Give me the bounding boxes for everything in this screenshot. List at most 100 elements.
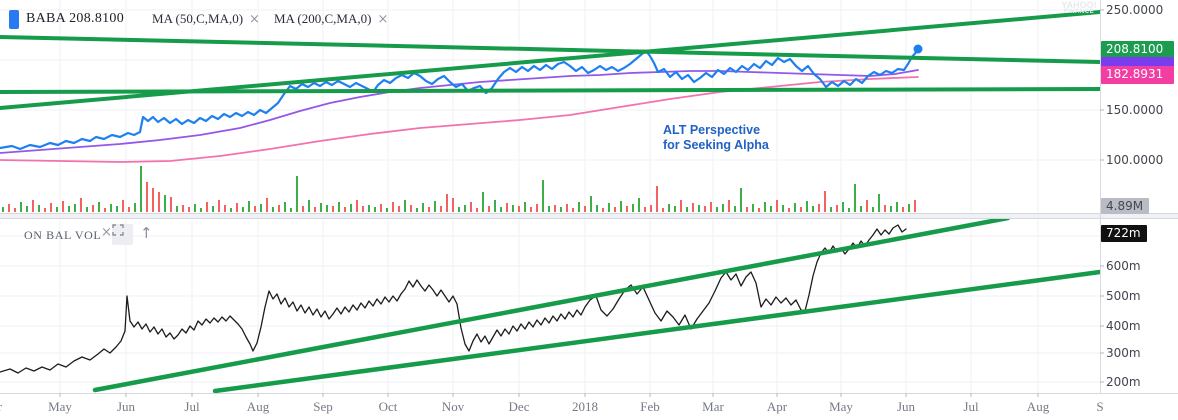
volume-bar (518, 206, 520, 212)
ma50-line[interactable] (0, 69, 919, 154)
volume-bar (140, 166, 142, 212)
annotation-line2: for Seeking Alpha (663, 138, 769, 152)
volume-bar (248, 201, 250, 212)
volume-bar (368, 205, 370, 212)
volume-bar (194, 204, 196, 212)
obv-line[interactable] (0, 224, 907, 374)
volume-bar (242, 207, 244, 212)
obv-move-up-icon[interactable]: ↑ (140, 224, 153, 242)
volume-bar (536, 204, 538, 212)
volume-bar (446, 194, 448, 212)
panel-separator[interactable] (0, 213, 1178, 219)
volume-bar (440, 206, 442, 212)
time-label-aug: Aug (246, 399, 270, 414)
obv-panel[interactable] (0, 218, 1100, 393)
volume-bar (644, 207, 646, 212)
volume-bar (620, 201, 622, 212)
volume-bar (14, 208, 16, 212)
volume-bar (344, 207, 346, 212)
axis-badge-722m: 722m (1101, 225, 1147, 242)
volume-bar (680, 200, 682, 212)
volume-bar (710, 202, 712, 212)
obv-remove-icon[interactable]: × (101, 225, 112, 240)
volume-bar (260, 204, 262, 212)
volume-bar (554, 205, 556, 212)
time-label-s: S (1096, 399, 1104, 414)
time-label-oct: Oct (378, 399, 398, 414)
trendline-obv-channel-upper[interactable] (92, 218, 1011, 393)
time-label-jul: Jul (184, 399, 200, 414)
volume-bar (356, 200, 358, 212)
price-line[interactable] (0, 48, 920, 151)
volume-bar (704, 206, 706, 212)
volume-bar (50, 203, 52, 212)
volume-bar (596, 205, 598, 212)
volume-bar (512, 205, 514, 212)
volume-bar (836, 205, 838, 212)
ma200-legend-label[interactable]: MA (200,C,MA,0) (273, 11, 372, 26)
ma200-remove-icon[interactable]: × (377, 11, 389, 27)
time-label-2018: 2018 (572, 399, 598, 414)
volume-bar (182, 205, 184, 212)
trendline-descending-resistance[interactable] (0, 35, 1100, 64)
volume-bar (818, 204, 820, 212)
volume-bar (74, 204, 76, 212)
legend-row: BABA 208.8100 MA (50,C,MA,0) × MA (200,C… (0, 8, 394, 30)
watermark-line1: YAHOO! (1061, 0, 1097, 10)
volume-bar (524, 202, 526, 212)
volume-bar (758, 208, 760, 212)
main-price-panel[interactable] (0, 0, 1100, 213)
volume-bars (2, 166, 916, 212)
volume-bar (122, 200, 124, 212)
volume-bar (662, 208, 664, 212)
volume-bar (890, 206, 892, 212)
ma50-remove-icon[interactable]: × (249, 11, 260, 27)
volume-bar (452, 198, 454, 212)
ma50-legend-label[interactable]: MA (50,C,MA,0) (152, 11, 244, 26)
volume-bar (590, 196, 592, 212)
time-label-jul: Jul (963, 399, 979, 414)
volume-bar (314, 207, 316, 212)
volume-bar (722, 204, 724, 212)
chart-text-annotation[interactable]: ALT Perspective for Seeking Alpha (663, 123, 769, 153)
volume-bar (848, 208, 850, 212)
volume-bar (572, 208, 574, 212)
volume-bar (884, 205, 886, 212)
obv-tick-label: 500m (1106, 289, 1141, 303)
obv-indicator-title: ON BAL VOL (24, 228, 102, 242)
volume-bar (170, 197, 172, 212)
axis-badge-ma50-hidden (1101, 57, 1174, 67)
volume-bar (626, 206, 628, 212)
volume-bar (668, 204, 670, 212)
volume-bar (908, 204, 910, 212)
volume-bar (530, 207, 532, 212)
volume-bar (98, 202, 100, 212)
volume-bar (218, 200, 220, 212)
volume-bar (860, 206, 862, 212)
trendline-horizontal-support[interactable] (0, 87, 1100, 94)
volume-bar (296, 176, 298, 212)
annotation-line1: ALT Perspective (663, 123, 761, 137)
volume-bar (302, 206, 304, 212)
ma200-line[interactable] (0, 76, 919, 163)
volume-bar (2, 207, 4, 212)
volume-bar (38, 205, 40, 212)
time-label-jun: Jun (896, 399, 916, 414)
volume-bar (32, 200, 34, 212)
trendline-obv-channel-lower[interactable] (212, 269, 1100, 393)
volume-bar (26, 206, 28, 212)
volume-bar (902, 207, 904, 212)
volume-bar (224, 205, 226, 212)
volume-bar (386, 208, 388, 212)
symbol-title[interactable]: BABA 208.8100 (26, 11, 125, 26)
volume-bar (632, 204, 634, 212)
volume-bar (20, 202, 22, 212)
volume-bar (638, 198, 640, 212)
volume-bar (128, 207, 130, 212)
volume-bar (728, 200, 730, 212)
volume-bar (776, 200, 778, 212)
time-label-apr: Apr (0, 399, 2, 415)
volume-bar (68, 206, 70, 212)
obv-maximize-button[interactable] (112, 224, 133, 245)
